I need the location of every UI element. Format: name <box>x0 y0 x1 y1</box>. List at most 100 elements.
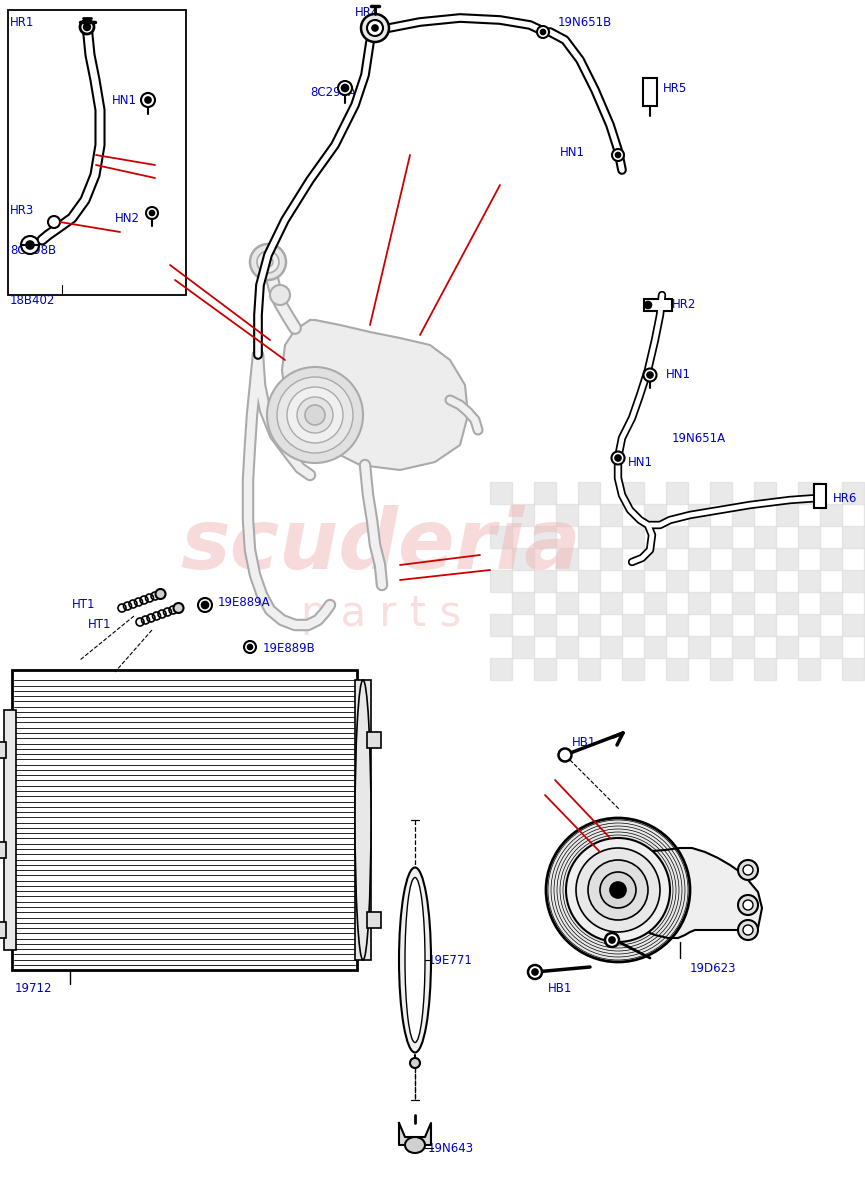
Bar <box>798 526 820 548</box>
Circle shape <box>297 397 333 433</box>
Circle shape <box>270 284 290 305</box>
Bar <box>534 614 556 636</box>
Circle shape <box>615 455 621 461</box>
Circle shape <box>26 241 34 248</box>
Bar <box>490 658 512 680</box>
Text: 19N651B: 19N651B <box>558 16 612 29</box>
Bar <box>534 482 556 504</box>
Bar <box>710 658 732 680</box>
Bar <box>644 548 666 570</box>
Bar <box>490 570 512 592</box>
Circle shape <box>612 149 624 161</box>
Text: HN2: HN2 <box>115 211 140 224</box>
Circle shape <box>198 598 212 612</box>
Circle shape <box>647 372 653 378</box>
Circle shape <box>287 386 343 443</box>
Bar <box>8 10 186 295</box>
Circle shape <box>342 84 349 91</box>
Bar <box>864 504 865 526</box>
Bar <box>600 592 622 614</box>
Text: HN1: HN1 <box>560 145 585 158</box>
Bar <box>644 592 666 614</box>
Bar <box>578 570 600 592</box>
Bar <box>732 592 754 614</box>
Text: HR5: HR5 <box>663 82 688 95</box>
Bar <box>776 548 798 570</box>
Bar <box>556 548 578 570</box>
Bar <box>798 658 820 680</box>
Circle shape <box>141 92 155 107</box>
Text: 19N651A: 19N651A <box>672 432 726 444</box>
Text: 19E889A: 19E889A <box>218 596 271 610</box>
Circle shape <box>156 589 165 599</box>
Ellipse shape <box>399 868 431 1052</box>
Text: HR4: HR4 <box>355 6 380 18</box>
Bar <box>688 592 710 614</box>
Bar <box>842 570 864 592</box>
Bar <box>776 636 798 658</box>
Circle shape <box>367 20 383 36</box>
Text: 19E889B: 19E889B <box>263 642 316 654</box>
Circle shape <box>277 377 353 452</box>
Bar <box>666 526 688 548</box>
Circle shape <box>150 210 155 216</box>
Bar <box>556 636 578 658</box>
Bar <box>820 504 842 526</box>
Bar <box>754 570 776 592</box>
Circle shape <box>84 24 91 30</box>
Bar <box>864 548 865 570</box>
Circle shape <box>174 602 183 613</box>
Bar <box>820 548 842 570</box>
Circle shape <box>146 206 158 218</box>
Ellipse shape <box>405 1138 425 1153</box>
Text: HT1: HT1 <box>88 618 112 631</box>
Polygon shape <box>282 320 468 470</box>
Text: HT1: HT1 <box>72 599 95 612</box>
Text: 19E771: 19E771 <box>428 954 473 966</box>
Circle shape <box>541 30 546 35</box>
Circle shape <box>305 404 325 425</box>
Bar <box>512 592 534 614</box>
Circle shape <box>537 26 549 38</box>
Bar <box>754 614 776 636</box>
Bar <box>798 482 820 504</box>
Bar <box>842 526 864 548</box>
Circle shape <box>410 1058 420 1068</box>
Bar <box>490 482 512 504</box>
Circle shape <box>250 244 286 280</box>
Circle shape <box>738 860 758 880</box>
Bar <box>4 710 16 950</box>
Text: 19D623: 19D623 <box>690 961 736 974</box>
Circle shape <box>372 25 378 31</box>
Text: HR1: HR1 <box>10 16 35 29</box>
Bar <box>666 482 688 504</box>
Bar <box>864 636 865 658</box>
Bar <box>512 504 534 526</box>
Bar <box>355 680 371 960</box>
Circle shape <box>559 749 572 762</box>
Bar <box>688 548 710 570</box>
Text: HB1: HB1 <box>572 736 596 749</box>
Circle shape <box>644 368 657 382</box>
Bar <box>534 658 556 680</box>
Circle shape <box>48 216 60 228</box>
Circle shape <box>612 451 625 464</box>
Circle shape <box>738 895 758 914</box>
Text: HB1: HB1 <box>548 982 573 995</box>
Circle shape <box>600 872 636 908</box>
Bar <box>0 922 6 938</box>
Circle shape <box>588 860 648 920</box>
Circle shape <box>528 965 542 979</box>
Circle shape <box>566 838 670 942</box>
Bar <box>820 636 842 658</box>
Circle shape <box>244 641 256 653</box>
Bar <box>0 742 6 758</box>
Polygon shape <box>595 848 762 938</box>
Bar <box>732 504 754 526</box>
Bar <box>556 592 578 614</box>
Bar <box>534 570 556 592</box>
Circle shape <box>546 818 690 962</box>
Bar <box>688 504 710 526</box>
Bar <box>754 658 776 680</box>
Bar <box>556 504 578 526</box>
